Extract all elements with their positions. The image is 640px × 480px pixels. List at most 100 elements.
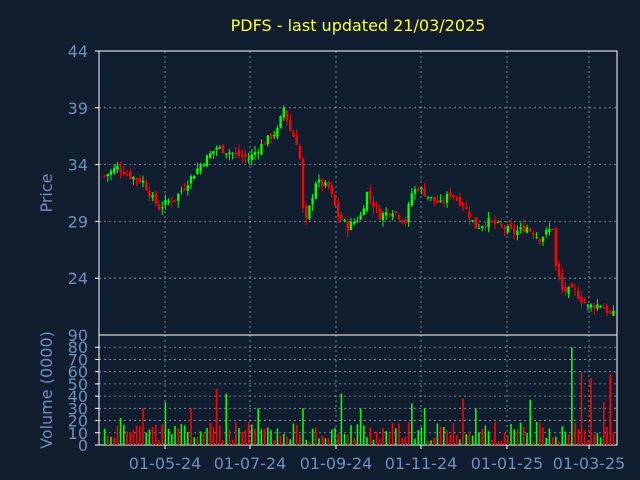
candle-body [154, 193, 157, 204]
candle-body [209, 153, 212, 158]
x-tick-label: 01-09-24 [300, 454, 373, 473]
volume-bar [452, 423, 455, 445]
volume-bar [142, 408, 144, 445]
volume-bar [190, 408, 192, 445]
volume-tick-label: 40 [68, 387, 88, 406]
candle-body [429, 196, 433, 198]
volume-bar [167, 428, 170, 445]
volume-bar [158, 440, 160, 445]
candle-body [506, 226, 509, 233]
candle-body [119, 168, 122, 172]
candle-body [554, 228, 557, 266]
volume-bar [427, 440, 429, 445]
volume-bar [321, 435, 323, 445]
volume-bar [334, 427, 336, 445]
volume-bar [164, 402, 167, 445]
candle-body [375, 205, 378, 208]
candle-body [500, 223, 503, 226]
volume-bar [580, 371, 583, 445]
volume-tick-label: 60 [68, 363, 88, 382]
volume-tick-label: 80 [68, 338, 88, 357]
candle-body [417, 189, 420, 191]
volume-bar [347, 434, 349, 445]
price-bottom-label: 90 [68, 326, 88, 345]
candle-body [593, 305, 596, 309]
volume-bar [395, 428, 397, 445]
volume-bar [561, 426, 563, 445]
price-tick-label: 24 [68, 269, 88, 288]
candle-body [385, 212, 388, 216]
candle-body [599, 305, 602, 307]
candle-body [317, 179, 321, 183]
candle-body [269, 134, 273, 139]
candle-body [378, 208, 381, 220]
volume-bar [507, 436, 509, 445]
candle-body [189, 176, 193, 184]
volume-bar [343, 433, 346, 445]
volume-bar [251, 424, 253, 445]
candle-body [196, 168, 199, 174]
candle-body [301, 158, 305, 209]
volume-bar [603, 402, 605, 445]
candle-body [292, 132, 295, 137]
volume-bar [491, 439, 493, 445]
volume-bar [612, 431, 615, 445]
candle-body [391, 213, 394, 217]
candle-body [356, 220, 359, 222]
candle-body [221, 144, 225, 154]
x-tick-label: 01-01-25 [471, 454, 544, 473]
candle-body [519, 227, 522, 230]
volume-bar [548, 428, 551, 445]
candle-body [609, 311, 612, 314]
volume-tick-label: 20 [68, 412, 88, 431]
volume-bar [254, 428, 256, 445]
volume-bar [177, 428, 179, 445]
candle-body [103, 175, 106, 177]
price-plot-frame [98, 50, 618, 336]
candle-body [449, 192, 452, 196]
volume-bar [103, 428, 106, 445]
candle-body [247, 159, 250, 161]
volume-bar [171, 434, 173, 445]
volume-bar [414, 439, 416, 445]
volume-bar [241, 432, 243, 445]
candle-body [177, 193, 180, 201]
candle-body [135, 177, 138, 180]
candle-body [324, 182, 327, 186]
candle-body [465, 207, 468, 209]
volume-bar [151, 426, 154, 445]
candle-body [250, 154, 253, 161]
candle-body [596, 304, 599, 309]
candle-body [289, 120, 292, 131]
volume-bar [433, 437, 435, 445]
volume-bar [257, 408, 259, 445]
volume-bar [609, 374, 611, 445]
candle-body [570, 284, 573, 288]
volume-bar [516, 429, 519, 445]
volume-bar [481, 428, 483, 445]
volume-bar [455, 435, 458, 445]
candle-body [394, 211, 397, 213]
candle-body [132, 177, 135, 180]
volume-bar [375, 431, 378, 445]
volume-bar [439, 426, 442, 445]
candle-body [125, 174, 129, 176]
volume-bar [196, 437, 199, 445]
candle-body [333, 194, 337, 206]
candle-body [164, 199, 167, 206]
volume-bar [145, 432, 147, 445]
volume-bar [523, 426, 525, 445]
candle-body [349, 221, 353, 231]
candle-body [401, 220, 404, 222]
volume-bar [567, 434, 570, 445]
volume-bar [292, 423, 295, 445]
candle-body [493, 219, 497, 225]
candle-body [253, 152, 257, 155]
candle-body [551, 228, 554, 230]
volume-bar [193, 437, 195, 445]
candle-body [586, 304, 589, 306]
candle-body [148, 190, 151, 197]
candle-body [260, 144, 263, 155]
